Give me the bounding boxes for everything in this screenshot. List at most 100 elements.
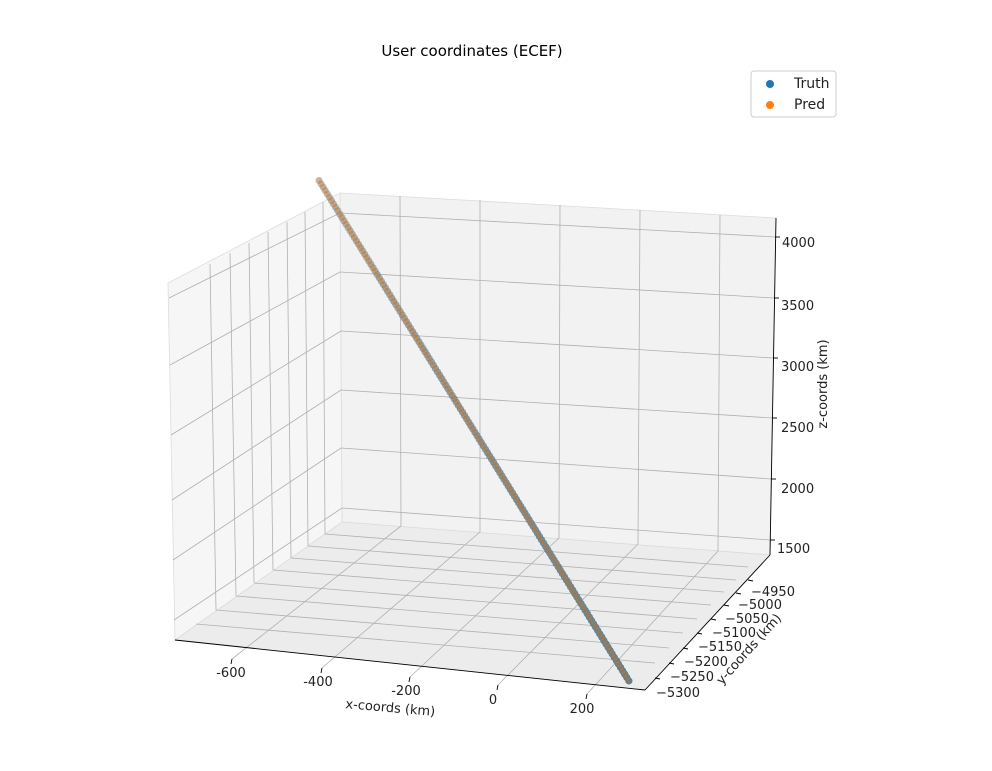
pred-point [623,674,630,681]
pred-point [376,274,383,282]
x-axis-label: x-coords (km) [345,697,436,720]
pred-point [330,200,337,208]
truth-point [327,197,336,205]
pred-point [426,355,433,362]
truth-point [361,250,369,258]
pred-point [357,244,364,251]
pred-point [473,432,481,439]
pred-point [386,291,393,298]
y-tick-label: −5050 [725,612,769,627]
pred-point [619,667,626,674]
pred-point [525,516,533,523]
pred-point [598,634,606,641]
pred-point [517,503,524,510]
z-tick-label: 3000 [781,360,814,375]
pred-point [600,637,608,644]
pred-point [365,257,373,265]
truth-point [350,233,358,242]
pred-point [569,587,576,594]
pred-point [382,284,389,292]
pred-point [590,620,597,627]
pred-point [403,318,410,325]
truth-point [346,227,354,235]
pred-point [467,422,475,429]
pred-point [621,670,628,678]
pred-point [602,640,610,648]
pred-point [498,472,506,480]
truth-point [381,284,390,292]
pred-point [342,220,350,228]
pred-point [530,523,537,530]
pred-point [421,348,429,355]
pred-point [584,610,591,617]
pred-point [582,607,589,614]
y-tick-label: −5300 [656,686,700,701]
pred-point [396,308,404,315]
pred-point [532,526,539,533]
pred-point [594,627,601,634]
z-tick-label: 2000 [781,482,814,497]
pred-point [484,449,491,456]
pred-point [575,597,583,604]
legend-marker-pred [766,101,774,109]
pred-point [315,177,323,184]
pred-point [507,486,514,493]
pred-point [419,345,427,352]
tick-marks [230,236,780,700]
pred-point [319,184,327,191]
pred-point [407,325,414,332]
pred-point [417,341,425,349]
pred-point [480,442,487,449]
pred-point [392,301,400,308]
pred-point [482,445,489,453]
pred-point [413,335,420,342]
pred-point [509,489,516,497]
legend-label-truth: Truth [793,76,830,92]
pred-point [559,570,566,577]
pred-point [615,660,622,668]
pred-point [444,385,452,392]
pred-point [423,351,431,359]
y-tick-label: −4950 [751,585,795,600]
z-axis-label: z-coords (km) [816,339,831,428]
pred-point [355,241,362,248]
pred-point [448,392,456,399]
pred-point [494,466,502,473]
truth-point [365,257,373,265]
pred-point [511,492,518,500]
truth-point [332,203,340,211]
pred-point [609,650,616,658]
pred-point [523,513,531,520]
pred-point [463,415,470,423]
truth-point [625,677,633,685]
pred-point [432,365,439,372]
truth-point [388,294,396,302]
pred-point [446,388,454,396]
pred-point [496,469,504,476]
z-tick-label: 2500 [781,421,814,436]
pred-point [457,405,464,413]
pred-point [536,533,543,540]
truth-point [354,240,363,248]
pred-point [328,197,335,204]
pred-point [434,368,441,376]
truth-point [325,193,333,201]
pred-point [336,210,343,218]
pred-point [546,550,554,557]
pred-point [492,462,499,470]
pred-point [519,506,527,513]
pred-point [349,231,356,238]
pred-point [371,267,379,275]
pred-point [586,613,593,621]
pred-point [515,499,522,507]
pred-point [579,603,587,611]
pred-point [394,304,402,312]
pred-point [351,234,358,241]
pred-point [428,358,435,366]
truth-point [390,297,398,305]
chart-title: User coordinates (ECEF) [381,42,562,60]
pred-point [469,425,477,433]
truth-point [323,190,331,198]
pred-point [461,412,468,419]
